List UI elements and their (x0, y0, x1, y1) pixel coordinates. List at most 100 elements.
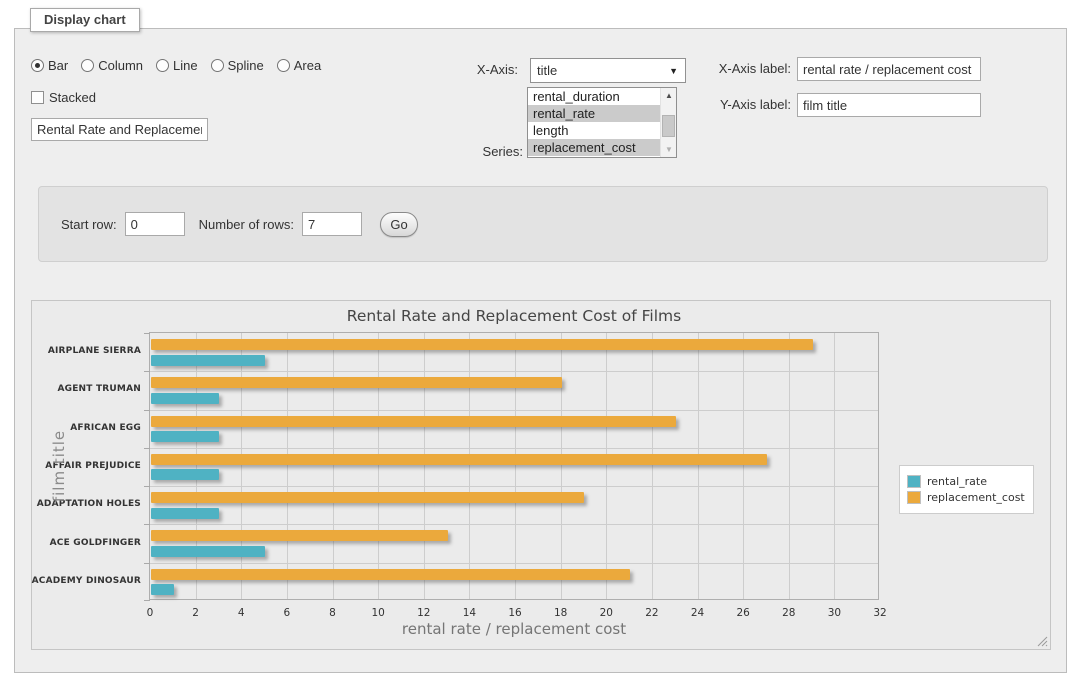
x-tick-label: 0 (146, 607, 154, 619)
y-axis-tick (144, 409, 150, 411)
gridline-vertical (332, 333, 334, 599)
gridline-vertical (469, 333, 471, 599)
chart-title-input[interactable] (31, 118, 208, 141)
y-axis-label-input[interactable] (797, 93, 981, 117)
x-axis-title: rental rate / replacement cost (401, 620, 627, 638)
category-label: AFFAIR PREJUDICE (45, 461, 141, 471)
listbox-scrollbar[interactable]: ▲ ▼ (660, 88, 676, 157)
chart-legend: rental_rate replacement_cost (899, 465, 1034, 514)
category-label: ACE GOLDFINGER (49, 537, 141, 548)
gridline-vertical (378, 333, 380, 599)
bar-replacement-cost (151, 568, 631, 580)
x-tick-label: 12 (417, 607, 431, 619)
chart-title: Rental Rate and Replacement Cost of Film… (346, 307, 682, 325)
x-tick-label: 30 (827, 607, 842, 619)
gridline-vertical (515, 333, 516, 599)
legend-item-replacement-cost: replacement_cost (907, 491, 1025, 504)
radio-bar[interactable]: Bar (31, 58, 68, 73)
scrollbar-down-arrow-icon[interactable]: ▼ (665, 145, 673, 154)
x-tick-label: 18 (553, 607, 568, 619)
gridline-horizontal (150, 486, 878, 488)
x-axis-select-label: X-Axis: (476, 62, 518, 77)
bar-rental-rate (151, 431, 220, 443)
x-tick-label: 8 (329, 607, 336, 619)
series-option-rental-duration[interactable]: rental_duration (533, 89, 620, 104)
legend-swatch-replacement-cost (907, 491, 921, 504)
scrollbar-thumb[interactable] (662, 115, 675, 137)
bar-rental-rate (151, 507, 220, 519)
num-rows-label: Number of rows: (198, 216, 294, 232)
bar-replacement-cost (151, 339, 813, 350)
num-rows-input[interactable] (302, 212, 362, 236)
start-row-input[interactable] (124, 212, 185, 236)
legend-label-replacement-cost: replacement_cost (927, 491, 1025, 504)
start-row-label: Start row: (61, 216, 117, 232)
plot-area: AIRPLANE SIERRA AGENT TRUMAN AFRICAN EGG AF… (32, 332, 887, 619)
category-label: AIRPLANE SIERRA (47, 346, 141, 357)
scrollbar-up-arrow-icon[interactable]: ▲ (665, 91, 673, 100)
x-axis-label-label: X-Axis label: (718, 61, 791, 76)
gridline-horizontal (150, 562, 878, 564)
y-axis-tick (144, 371, 150, 373)
x-axis-label-input[interactable] (797, 57, 981, 81)
y-axis-tick (144, 524, 150, 526)
category-label: ACADEMY DINOSAUR (31, 575, 141, 586)
radio-column-label: Column (98, 58, 144, 73)
legend-label-rental-rate: rental_rate (927, 475, 987, 488)
radio-column[interactable]: Column (81, 58, 143, 73)
series-option-rental-rate[interactable]: rental_rate (528, 105, 660, 122)
gridline-vertical (697, 333, 699, 599)
series-listbox[interactable]: rental_duration rental_rate length repla… (527, 87, 677, 158)
x-tick-label: 14 (462, 607, 477, 619)
radio-area-control[interactable] (276, 59, 290, 72)
stacked-checkbox[interactable] (31, 91, 44, 104)
gridline-horizontal (150, 524, 878, 526)
x-tick-label: 16 (508, 607, 522, 619)
series-option-length[interactable]: length (533, 123, 569, 138)
select-dropdown-arrow-icon: ▼ (669, 66, 678, 76)
gridline-vertical (423, 333, 425, 599)
chart-type-radio-group: Bar Column Line Spline Area (31, 58, 328, 73)
bar-replacement-cost (151, 453, 767, 465)
radio-bar-control[interactable] (31, 59, 44, 72)
gridline-vertical (651, 333, 653, 599)
radio-spline-label: Spline (227, 58, 264, 73)
radio-column-control[interactable] (81, 59, 95, 72)
y-axis-tick (144, 600, 150, 601)
x-tick-label: 2 (192, 607, 199, 619)
gridline-vertical (195, 333, 197, 599)
category-label: ADAPTATION HOLES (36, 499, 141, 510)
x-tick-label: 22 (645, 607, 659, 619)
radio-line-label: Line (173, 58, 198, 73)
stacked-checkbox-row[interactable]: Stacked (31, 90, 96, 105)
radio-line-control[interactable] (156, 59, 170, 72)
display-chart-fieldset: Display chart Bar Column Line Spline Are… (14, 8, 1067, 673)
bar-replacement-cost (151, 415, 676, 427)
gridline-vertical (241, 333, 243, 599)
x-tick-label: 32 (873, 607, 887, 619)
x-axis-select[interactable]: title ▼ (530, 58, 686, 83)
series-option-replacement-cost[interactable]: replacement_cost (528, 139, 660, 156)
x-tick-label: 20 (599, 607, 613, 619)
gridline-horizontal (150, 447, 878, 449)
y-axis-tick (144, 447, 150, 449)
radio-line[interactable]: Line (156, 58, 198, 73)
go-button[interactable]: Go (380, 211, 418, 237)
y-axis-tick (144, 562, 150, 564)
legend-swatch-rental-rate (907, 475, 921, 488)
radio-area[interactable]: Area (276, 58, 321, 73)
gridline-vertical (286, 333, 288, 599)
category-label: AFRICAN EGG (70, 422, 141, 433)
x-tick-label: 24 (690, 607, 705, 619)
bar-replacement-cost (151, 492, 585, 504)
radio-bar-label: Bar (48, 58, 69, 73)
x-tick-label: 28 (782, 607, 796, 619)
radio-spline-control[interactable] (210, 59, 224, 72)
radio-spline[interactable]: Spline (210, 58, 264, 73)
resize-handle-icon[interactable] (1037, 636, 1048, 647)
bar-replacement-cost (151, 377, 562, 389)
bar-rental-rate (151, 545, 266, 557)
fieldset-legend: Display chart (30, 8, 140, 32)
y-axis-title: film title (50, 429, 68, 503)
bar-rental-rate (151, 584, 174, 596)
